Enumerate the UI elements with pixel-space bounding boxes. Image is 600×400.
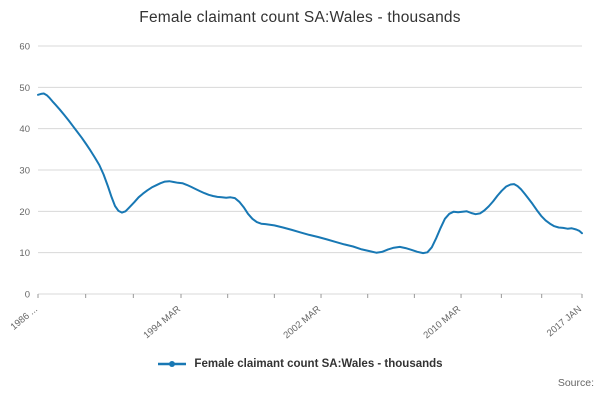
x-axis-tick-label: 1994 MAR [141,304,183,341]
x-axis-tick-label: 2010 MAR [422,304,464,341]
chart-svg: 0 10 20 30 40 50 60 1986 ... 1994 MAR 2002 MAR 201… [9,42,584,342]
legend-item[interactable]: Female claimant count SA:Wales - thousan… [157,358,443,370]
y-axis-tick-label: 20 [19,207,30,218]
y-axis-tick-label: 60 [19,42,30,53]
legend-line-icon [158,361,187,367]
series-line [37,92,583,255]
legend-label: Female claimant count SA:Wales - thousan… [194,358,443,370]
chart-title: Female claimant count SA:Wales - thousan… [139,9,461,26]
legend: Female claimant count SA:Wales - thousan… [0,353,600,375]
source-label: Source: [557,377,594,389]
y-axis-tick-label: 10 [19,248,30,259]
y-axis-tick-label: 0 [25,290,30,301]
y-axis-tick-label: 40 [19,124,30,135]
x-axis-tick-label: 1986 ... [9,304,40,333]
x-axis-tick-label: 2002 MAR [281,304,323,341]
y-axis-tick-label: 50 [19,83,30,94]
x-axis-tick-label: 2017 JAN [545,304,584,339]
y-axis-tick-label: 30 [19,166,30,177]
